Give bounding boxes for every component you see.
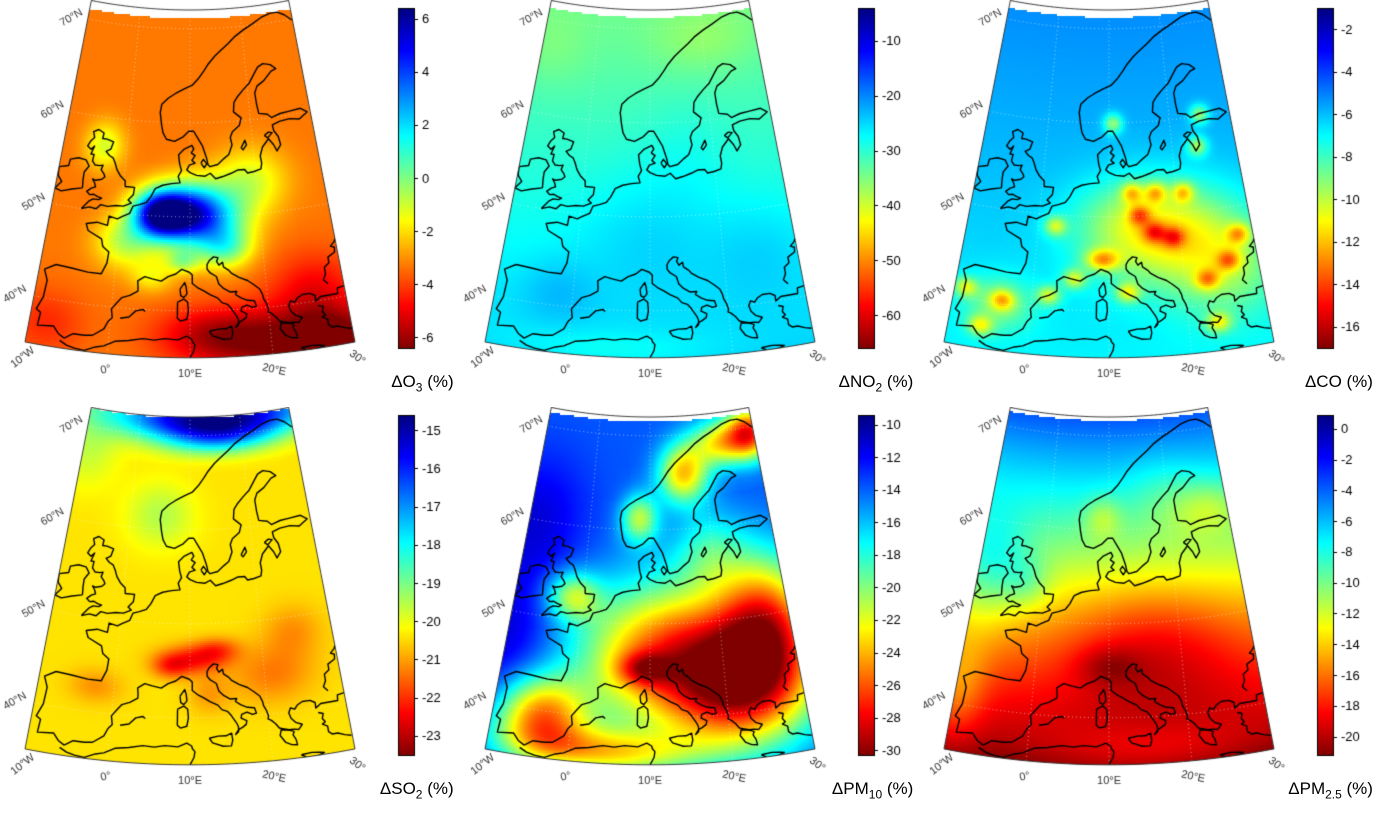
pollutant-symbol: ΔCO bbox=[1304, 372, 1342, 392]
colorbar-label-o3: ΔO3 (%) bbox=[391, 372, 453, 394]
pollutant-symbol: ΔPM bbox=[831, 778, 869, 798]
map-no2-europe bbox=[459, 0, 919, 406]
pollutant-symbol: ΔO bbox=[391, 372, 416, 392]
pollutant-units: (%) bbox=[422, 778, 454, 798]
pollutant-symbol: ΔSO bbox=[379, 778, 416, 798]
panel-co: ΔCO (%) bbox=[919, 0, 1379, 407]
pollutant-subscript: 2.5 bbox=[1325, 787, 1342, 801]
panel-o3: ΔO3 (%) bbox=[0, 0, 460, 407]
map-pm10-europe bbox=[459, 406, 919, 813]
colorbar-label-no2: ΔNO2 (%) bbox=[839, 372, 914, 394]
map-so2-europe bbox=[0, 406, 459, 813]
colorbar-label-pm25: ΔPM2.5 (%) bbox=[1288, 779, 1373, 801]
pollutant-units: (%) bbox=[882, 778, 914, 798]
map-o3-europe bbox=[0, 0, 459, 406]
pollutant-subscript: 10 bbox=[868, 787, 883, 801]
pollutant-units: (%) bbox=[422, 372, 454, 392]
pollutant-units: (%) bbox=[882, 372, 914, 392]
pollutant-units: (%) bbox=[1341, 778, 1373, 798]
pollutant-symbol: ΔPM bbox=[1288, 778, 1326, 798]
panel-no2: ΔNO2 (%) bbox=[459, 0, 920, 407]
panel-so2: ΔSO2 (%) bbox=[0, 406, 460, 813]
pollutant-units: (%) bbox=[1341, 372, 1373, 392]
panel-pm25: ΔPM2.5 (%) bbox=[919, 406, 1379, 813]
panel-pm10: ΔPM10 (%) bbox=[459, 406, 920, 813]
pollutant-subscript: 3 bbox=[415, 380, 423, 395]
pollutant-subscript: 2 bbox=[415, 787, 423, 801]
colorbar-label-so2: ΔSO2 (%) bbox=[380, 779, 454, 801]
map-pm25-europe bbox=[919, 406, 1379, 813]
colorbar-label-pm10: ΔPM10 (%) bbox=[832, 779, 913, 801]
pollutant-symbol: ΔNO bbox=[838, 372, 876, 392]
pollutant-subscript: 2 bbox=[875, 380, 883, 395]
map-co-europe bbox=[919, 0, 1379, 406]
colorbar-label-co: ΔCO (%) bbox=[1305, 372, 1373, 394]
